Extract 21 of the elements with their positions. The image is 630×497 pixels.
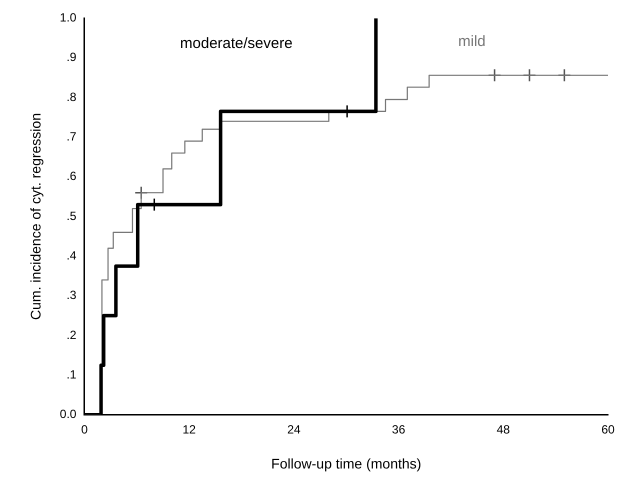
y-tick-label: .6: [66, 169, 77, 184]
y-tick-label: 0.0: [60, 407, 77, 422]
text: moderate/severe: [180, 34, 293, 52]
x-tick-label: 60: [601, 422, 615, 436]
y-tick-label: .4: [66, 248, 77, 262]
y-tick-label: .7: [66, 129, 77, 144]
x-tick-label: 24: [287, 422, 301, 436]
y-tick-label: .8: [66, 90, 77, 104]
y-tick-label: 1.0: [60, 10, 77, 25]
y-tick-label: .3: [66, 288, 77, 302]
y-tick-label: .2: [66, 328, 77, 342]
x-tick-label: 36: [392, 422, 406, 436]
y-tick-label: .5: [66, 208, 77, 223]
y-axis-title: Cum. incidence of cyt. regression: [27, 113, 44, 320]
y-tick-label: .1: [66, 367, 77, 382]
x-tick-label: 0: [81, 422, 88, 436]
x-axis-title: Follow-up time (months): [271, 455, 422, 472]
y-tick-label: .9: [66, 50, 77, 64]
x-tick-label: 48: [496, 422, 510, 436]
series-label: mild: [458, 32, 486, 50]
x-tick-label: 12: [182, 422, 196, 436]
